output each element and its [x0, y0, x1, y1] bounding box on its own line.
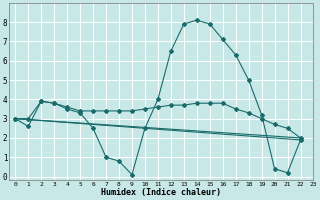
X-axis label: Humidex (Indice chaleur): Humidex (Indice chaleur) — [101, 188, 221, 197]
